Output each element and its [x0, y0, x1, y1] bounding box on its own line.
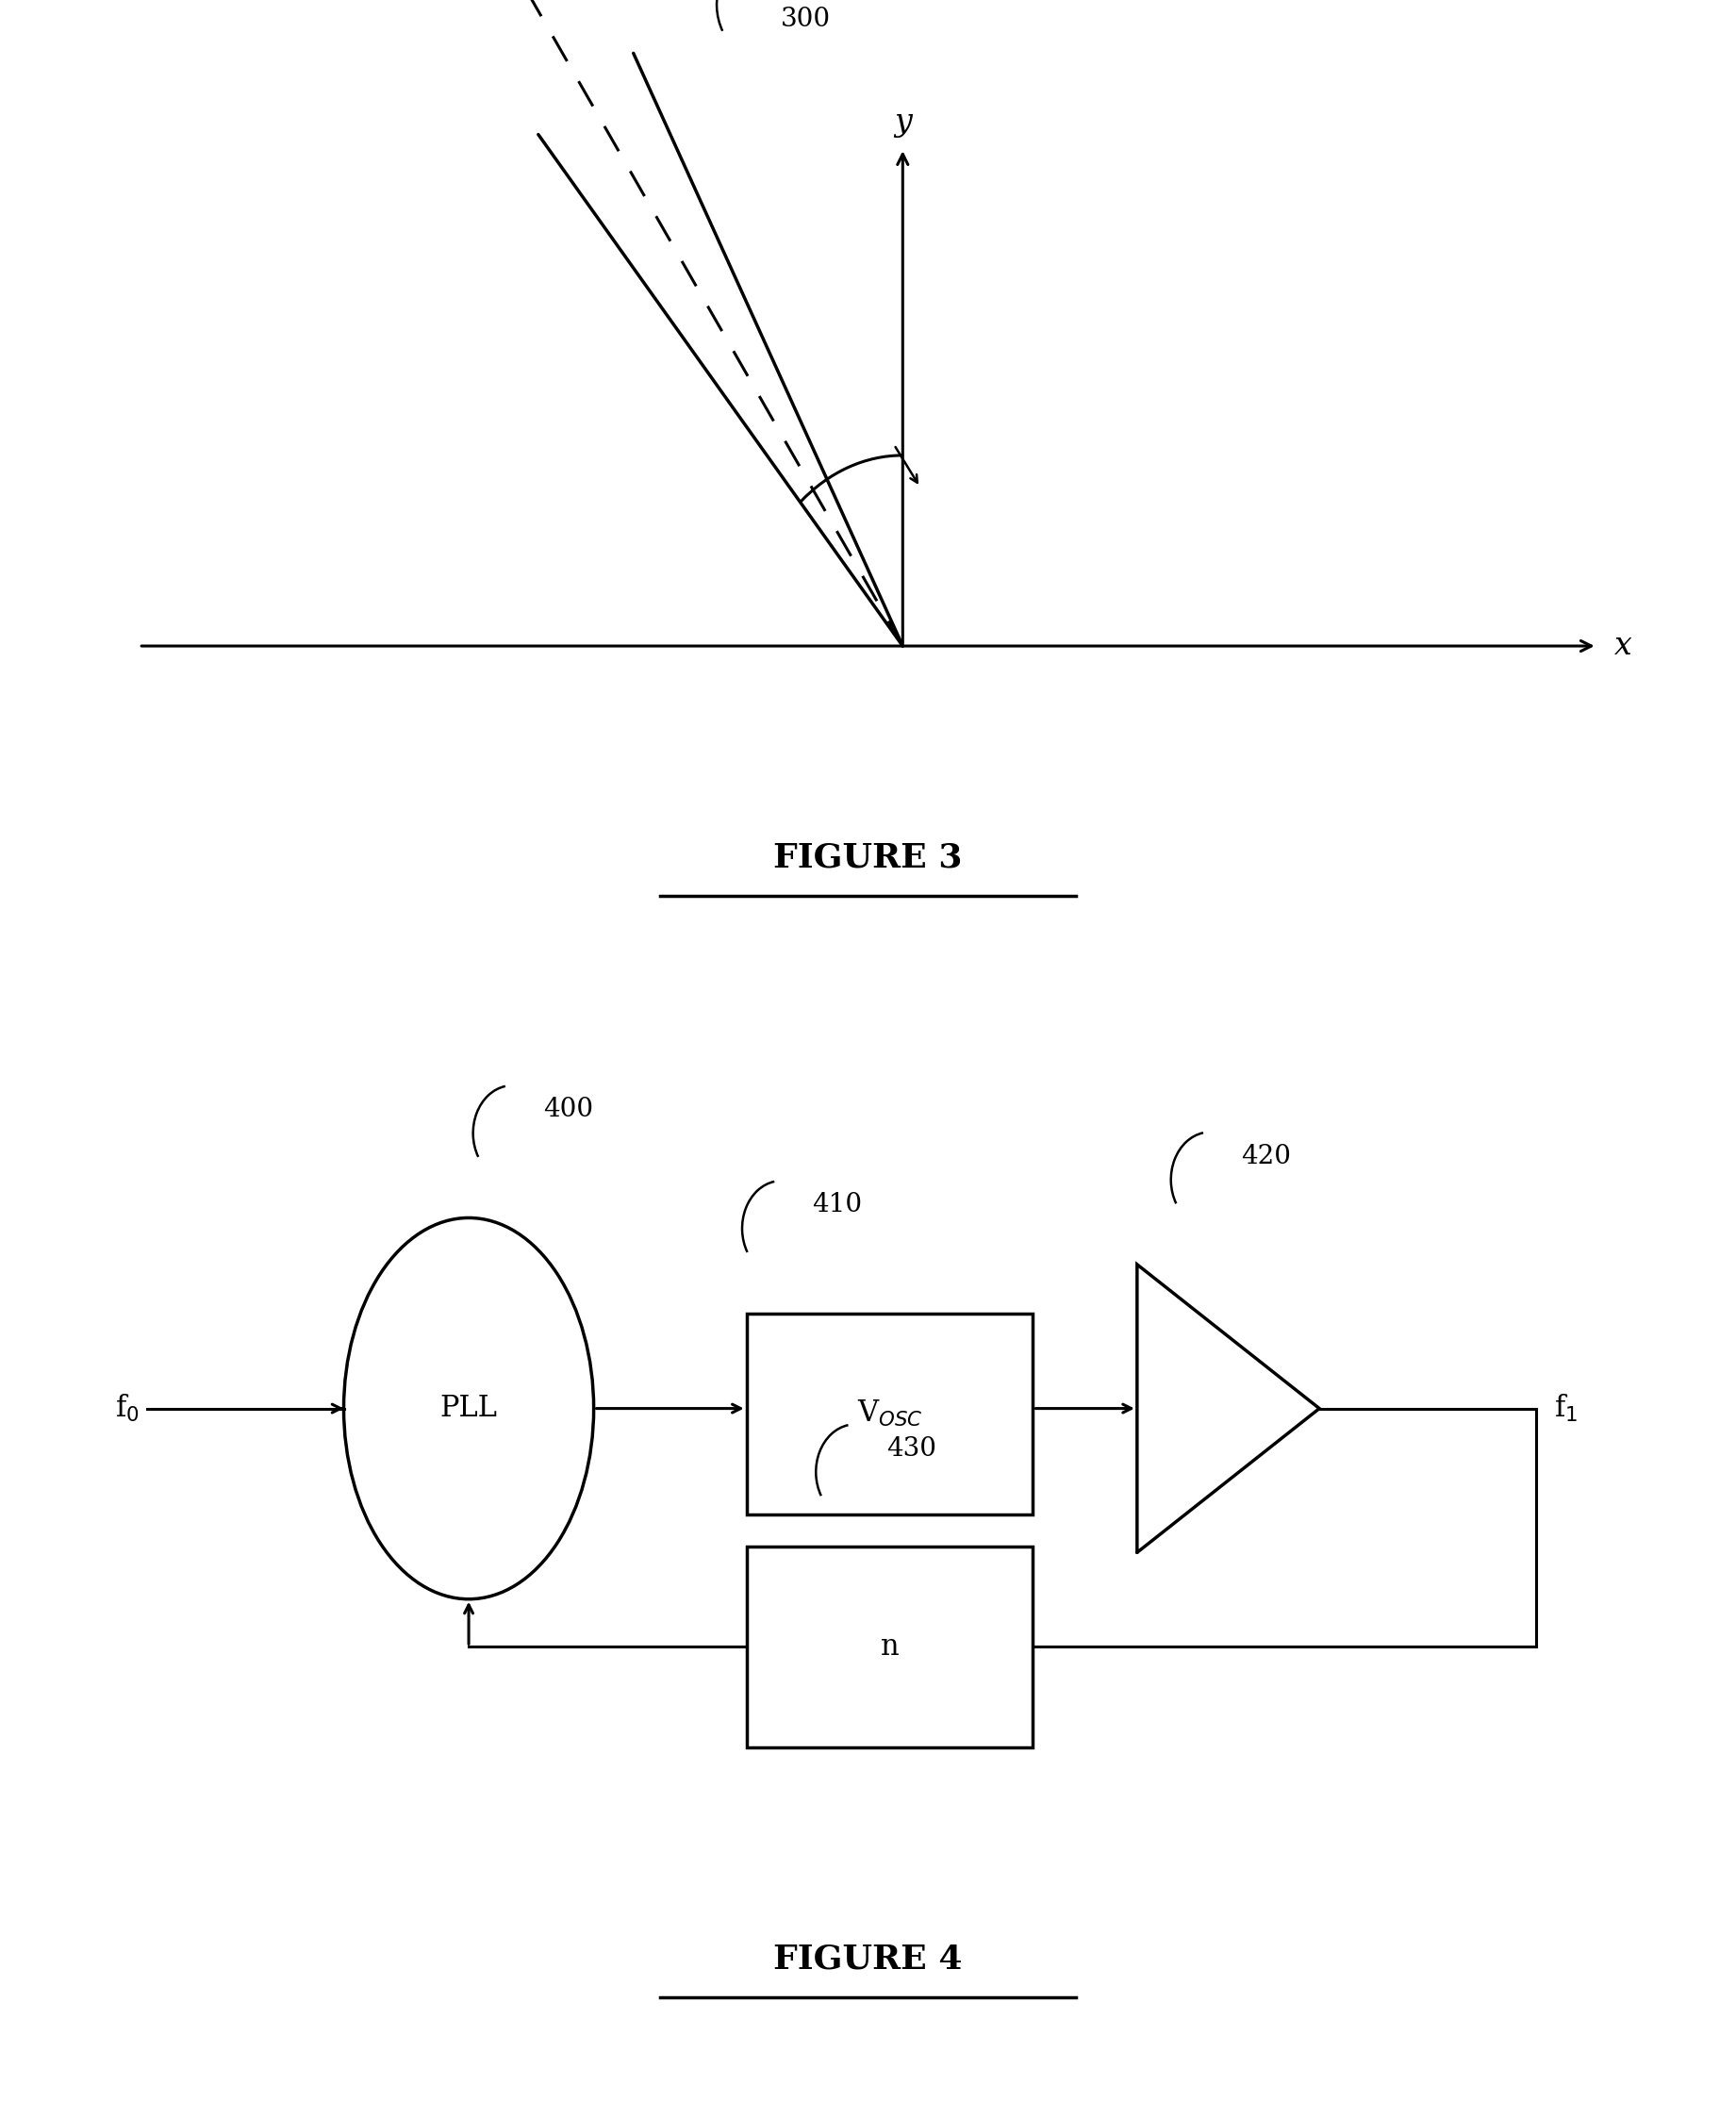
Text: 410: 410 [812, 1192, 863, 1218]
Text: x: x [1614, 631, 1632, 661]
Text: V$_{OSC}$: V$_{OSC}$ [858, 1398, 922, 1430]
Text: n: n [880, 1633, 899, 1661]
Text: 420: 420 [1241, 1144, 1292, 1169]
Text: f$_0$: f$_0$ [115, 1394, 139, 1423]
Text: y: y [894, 108, 911, 138]
Text: FIGURE 4: FIGURE 4 [774, 1942, 962, 1976]
Bar [746, 1313, 1033, 1514]
Text: FIGURE 3: FIGURE 3 [774, 841, 962, 875]
Text: PLL: PLL [439, 1394, 498, 1423]
Text: 400: 400 [543, 1097, 594, 1123]
Text: 430: 430 [885, 1436, 936, 1461]
Text: 300: 300 [781, 6, 832, 32]
Text: f$_1$: f$_1$ [1554, 1394, 1578, 1423]
Bar [746, 1546, 1033, 1747]
